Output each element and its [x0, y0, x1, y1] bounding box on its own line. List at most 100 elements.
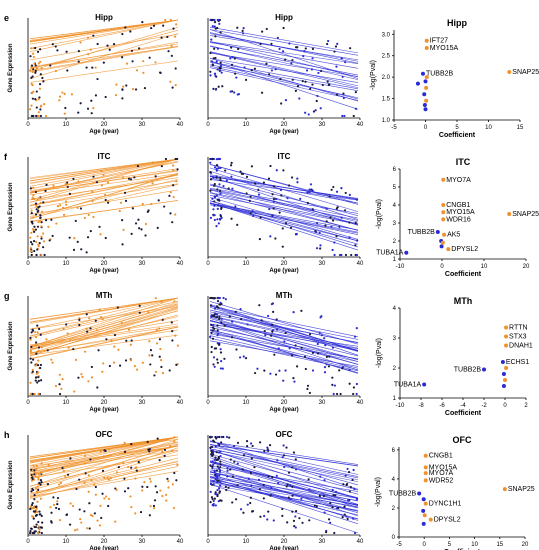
data-point [34, 69, 37, 73]
data-point [169, 80, 172, 83]
data-point [215, 493, 218, 496]
data-point [295, 233, 298, 236]
data-point [40, 514, 43, 518]
data-point [87, 474, 90, 477]
data-point [339, 392, 342, 396]
data-point [30, 527, 33, 531]
data-point [169, 18, 172, 22]
data-point [261, 30, 264, 33]
data-point [169, 212, 172, 215]
data-point [213, 47, 216, 50]
gene-label: MYO7A [429, 470, 454, 477]
data-point [267, 510, 270, 513]
data-point [268, 444, 272, 447]
data-point [96, 42, 99, 46]
data-point [46, 483, 50, 486]
volcano-point [446, 247, 451, 252]
data-point [86, 107, 90, 110]
data-point [217, 487, 221, 490]
data-point [229, 468, 232, 471]
data-point [106, 181, 110, 184]
data-point [218, 199, 221, 202]
data-point [108, 48, 111, 51]
data-point [29, 507, 32, 510]
data-point [248, 199, 251, 202]
data-point [214, 504, 217, 507]
data-point [331, 346, 335, 349]
trend-line [29, 326, 179, 359]
data-point [78, 317, 81, 320]
data-point [218, 183, 221, 186]
data-point [344, 60, 347, 64]
data-point [107, 199, 110, 202]
data-point [220, 216, 223, 219]
x-tick-label: 40 [357, 400, 364, 406]
data-point [123, 450, 127, 453]
data-point [153, 499, 157, 502]
data-point [37, 476, 40, 479]
data-point [40, 481, 43, 484]
data-point [212, 483, 215, 486]
data-point [212, 176, 215, 179]
data-point [253, 465, 256, 469]
data-point [83, 216, 86, 220]
data-point [225, 488, 228, 492]
data-point [33, 239, 36, 243]
data-point [29, 338, 32, 341]
data-point [217, 479, 220, 482]
data-point [318, 494, 321, 498]
data-point [327, 518, 331, 521]
data-point [174, 157, 177, 161]
data-point [289, 484, 292, 487]
volcano-point [504, 325, 509, 330]
data-point [129, 358, 133, 362]
data-point [281, 227, 284, 230]
plot-title: MTh [276, 291, 293, 300]
data-point [149, 505, 152, 508]
data-point [151, 182, 154, 185]
data-point [176, 168, 179, 171]
data-point [323, 511, 326, 514]
x-tick-label: 15 [496, 542, 503, 548]
data-point [310, 68, 313, 71]
data-point [330, 188, 333, 191]
data-point [160, 165, 163, 168]
data-point [31, 368, 34, 371]
volcano-itc: ITC -10 0 10 20 1 2 3 4 5 6 Coefficient -log(Pval) MY… [376, 157, 539, 278]
trend-line [209, 320, 359, 357]
data-point [219, 178, 222, 182]
data-point [171, 483, 174, 486]
trend-line [209, 29, 359, 56]
data-point [34, 46, 37, 50]
x-tick-label: 30 [319, 261, 326, 267]
data-point [219, 215, 222, 218]
data-point [87, 213, 90, 217]
data-point [269, 494, 272, 497]
data-point [134, 512, 137, 515]
data-point [137, 47, 141, 50]
data-point [212, 363, 215, 366]
data-point [137, 218, 140, 221]
x-tick-label: 10 [63, 122, 70, 128]
data-point [344, 474, 347, 477]
data-point [59, 481, 63, 484]
data-point [42, 232, 45, 235]
data-point [31, 243, 34, 246]
data-point [92, 34, 95, 37]
trend-line [29, 170, 179, 193]
volcano-point [423, 501, 428, 506]
data-point [30, 67, 34, 70]
x-tick-label: 0 [206, 261, 210, 267]
data-point [219, 31, 222, 34]
data-point [100, 184, 103, 187]
volcano-mth: MTh -10 -8 -6 -4 -2 0 2 1 2 3 4 Coefficient -log(Pval… [376, 296, 533, 417]
data-point [127, 177, 131, 180]
gene-label: TUBB2B [389, 490, 417, 497]
data-point [51, 361, 54, 364]
data-point [299, 197, 302, 200]
data-point [220, 71, 223, 74]
data-point [148, 477, 152, 480]
data-point [152, 504, 156, 508]
data-point [76, 240, 79, 243]
trend-line [209, 202, 359, 231]
